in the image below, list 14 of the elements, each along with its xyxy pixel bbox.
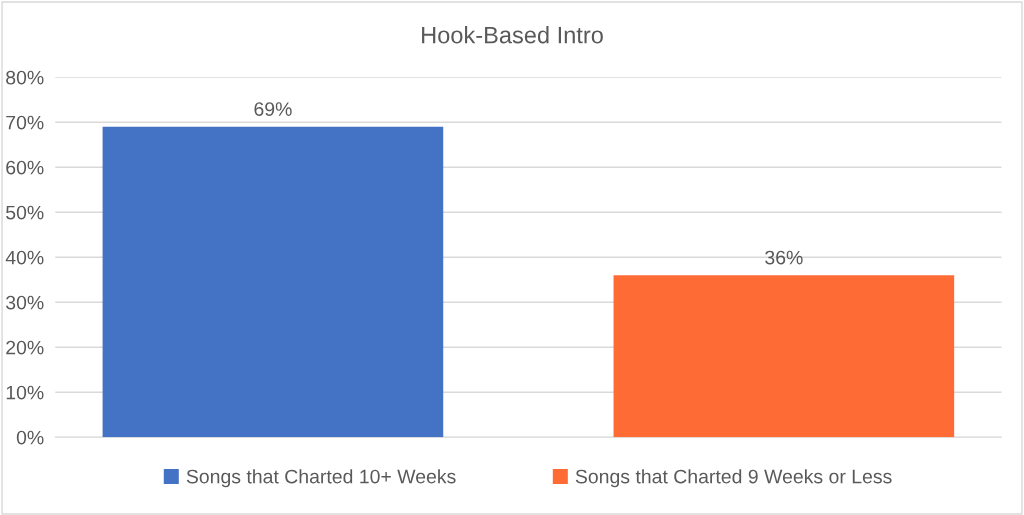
y-tick-label: 80%: [6, 70, 44, 85]
legend-label: Songs that Charted 10+ Weeks: [186, 469, 456, 488]
y-tick-label: 40%: [5, 250, 44, 265]
y-tick-label: 10%: [6, 385, 44, 400]
data-label: 69%: [254, 102, 292, 116]
y-tick-label: 20%: [6, 340, 44, 355]
y-tick-label: 60%: [6, 160, 44, 175]
y-tick-label: 70%: [6, 115, 44, 130]
data-label: 36%: [765, 250, 803, 265]
y-tick-label: 30%: [6, 295, 44, 310]
legend-label: Songs that Charted 9 Weeks or Less: [575, 469, 892, 488]
y-tick-label: 0%: [16, 430, 44, 445]
chart-title: Hook-Based Intro: [422, 26, 603, 44]
y-tick-label: 50%: [6, 205, 44, 220]
